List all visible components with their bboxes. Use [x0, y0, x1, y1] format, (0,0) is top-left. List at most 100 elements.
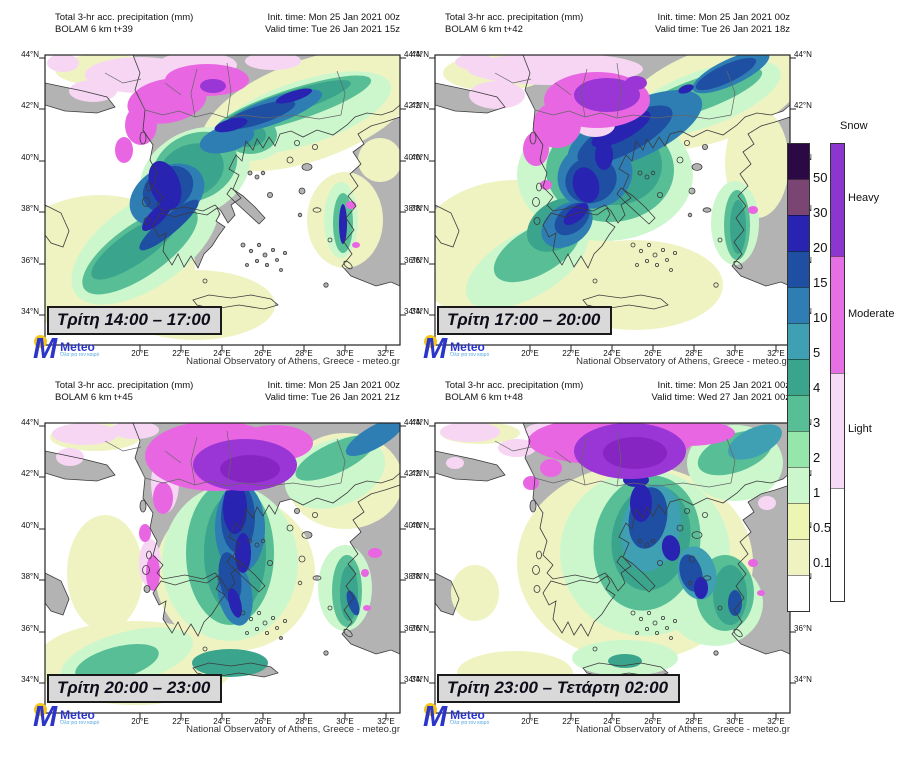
init-time: Init. time: Mon 25 Jan 2021 00z	[267, 380, 400, 391]
lat-tick-label: 38°N	[411, 204, 429, 213]
lon-tick-label: 20°E	[521, 717, 539, 726]
lat-tick-label: 34°N	[21, 675, 39, 684]
snow-colorbar-segment	[831, 256, 844, 373]
lon-tick-label: 26°E	[644, 717, 662, 726]
valid-time: Valid time: Tue 26 Jan 2021 21z	[264, 392, 400, 403]
panel-2: Total 3-hr acc. precipitation (mm) BOLAM…	[390, 0, 820, 368]
logo-m-icon: M	[423, 701, 447, 733]
valid-time: Valid time: Tue 26 Jan 2021 18z	[654, 24, 790, 35]
logo-slogan: Όλα για τον καιρό	[60, 352, 100, 358]
lat-tick-label: 34°N	[411, 307, 429, 316]
product-title: Total 3-hr acc. precipitation (mm)	[55, 12, 194, 23]
precip-map-1	[38, 54, 407, 352]
product-title: Total 3-hr acc. precipitation (mm)	[445, 380, 584, 391]
meteo-logo: M Meteo Όλα για τον καιρό	[423, 701, 492, 733]
lat-tick-label: 40°N	[21, 521, 39, 530]
logo-m-icon: M	[33, 333, 57, 365]
precip-scale-label: 3	[813, 415, 821, 430]
meteo-logo: M Meteo Όλα για τον καιρό	[33, 703, 102, 732]
lat-tick-label: 44°N	[404, 50, 422, 59]
snow-colorbar-segment	[831, 488, 844, 601]
precip-scale-label: 10	[813, 310, 828, 325]
lat-tick-label: 42°N	[404, 469, 422, 478]
lat-tick-label: 42°N	[411, 101, 429, 110]
init-time: Init. time: Mon 25 Jan 2021 00z	[657, 380, 790, 391]
logo-sun-icon	[424, 703, 437, 716]
lat-tick-label: 38°N	[21, 204, 39, 213]
precip-scale-label: 20	[813, 240, 828, 255]
model-run: BOLAM 6 km t+45	[55, 392, 133, 403]
precip-scale-label: 0.1	[813, 555, 832, 570]
lat-tick-label: 36°N	[794, 624, 812, 633]
lon-tick-label: 26°E	[254, 349, 272, 358]
valid-time: Valid time: Tue 26 Jan 2021 15z	[264, 24, 400, 35]
precip-colorbar-segment	[788, 251, 809, 287]
lon-tick-label: 20°E	[131, 717, 149, 726]
precip-colorbar-segment	[788, 503, 809, 539]
model-run: BOLAM 6 km t+42	[445, 24, 523, 35]
lat-tick-label: 44°N	[411, 418, 429, 427]
lon-tick-label: 26°E	[644, 349, 662, 358]
lat-tick-label: 40°N	[21, 153, 39, 162]
precip-colorbar	[787, 143, 810, 612]
lon-tick-label: 30°E	[726, 349, 744, 358]
lon-tick-label: 24°E	[213, 349, 231, 358]
lat-tick-label: 38°N	[411, 572, 429, 581]
lat-tick-label: 36°N	[411, 624, 429, 633]
lat-tick-label: 44°N	[794, 50, 812, 59]
lat-tick-label: 36°N	[411, 256, 429, 265]
lon-tick-label: 20°E	[521, 349, 539, 358]
lat-tick-label: 44°N	[404, 418, 422, 427]
period-label: Τρίτη 17:00 – 20:00	[437, 306, 613, 335]
precip-scale-label: 50	[813, 170, 828, 185]
precip-map-3	[38, 422, 407, 720]
lat-tick-label: 36°N	[21, 624, 39, 633]
lat-tick-label: 44°N	[21, 50, 39, 59]
lon-tick-label: 26°E	[254, 717, 272, 726]
lon-tick-label: 32°E	[767, 717, 785, 726]
lat-tick-label: 36°N	[404, 624, 422, 633]
lat-tick-label: 42°N	[794, 101, 812, 110]
precip-scale-label: 15	[813, 275, 828, 290]
precip-scale-label: 30	[813, 205, 828, 220]
precip-colorbar-segment	[788, 467, 809, 503]
precip-scale-label: 2	[813, 450, 821, 465]
snow-level-label: Heavy	[848, 192, 880, 204]
precip-map-2	[428, 54, 797, 352]
logo-slogan: Όλα για τον καιρό	[60, 720, 100, 726]
precip-colorbar-segment	[788, 179, 809, 215]
lon-tick-label: 30°E	[336, 349, 354, 358]
lon-tick-label: 30°E	[726, 717, 744, 726]
lat-tick-label: 38°N	[21, 572, 39, 581]
lon-tick-label: 32°E	[377, 349, 395, 358]
snow-level-label: Light	[848, 423, 872, 435]
lat-tick-label: 42°N	[404, 101, 422, 110]
snow-legend-title: Snow	[840, 120, 868, 132]
lon-tick-label: 22°E	[172, 349, 190, 358]
lat-tick-label: 44°N	[21, 418, 39, 427]
model-run: BOLAM 6 km t+48	[445, 392, 523, 403]
lon-tick-label: 28°E	[685, 717, 703, 726]
lon-tick-label: 28°E	[685, 349, 703, 358]
logo-name: Meteo	[60, 340, 95, 354]
lat-tick-label: 38°N	[404, 572, 422, 581]
lon-tick-label: 20°E	[131, 349, 149, 358]
lat-tick-label: 34°N	[794, 675, 812, 684]
lon-tick-label: 32°E	[767, 349, 785, 358]
lon-tick-label: 28°E	[295, 717, 313, 726]
logo-sun-icon	[424, 335, 437, 348]
precip-scale-label: 4	[813, 380, 821, 395]
logo-name: Meteo	[450, 340, 485, 354]
attribution: National Observatory of Athens, Greece -…	[186, 724, 400, 735]
lat-tick-label: 40°N	[411, 521, 429, 530]
snow-colorbar	[830, 143, 845, 602]
panel-3: Total 3-hr acc. precipitation (mm) BOLAM…	[0, 368, 430, 736]
precip-colorbar-segment	[788, 539, 809, 575]
product-title: Total 3-hr acc. precipitation (mm)	[55, 380, 194, 391]
lat-tick-label: 36°N	[404, 256, 422, 265]
period-label: Τρίτη 20:00 – 23:00	[47, 674, 223, 703]
precip-scale-label: 1	[813, 485, 821, 500]
precip-colorbar-segment	[788, 144, 809, 179]
lat-tick-label: 34°N	[404, 675, 422, 684]
snow-level-label: Moderate	[848, 308, 895, 320]
